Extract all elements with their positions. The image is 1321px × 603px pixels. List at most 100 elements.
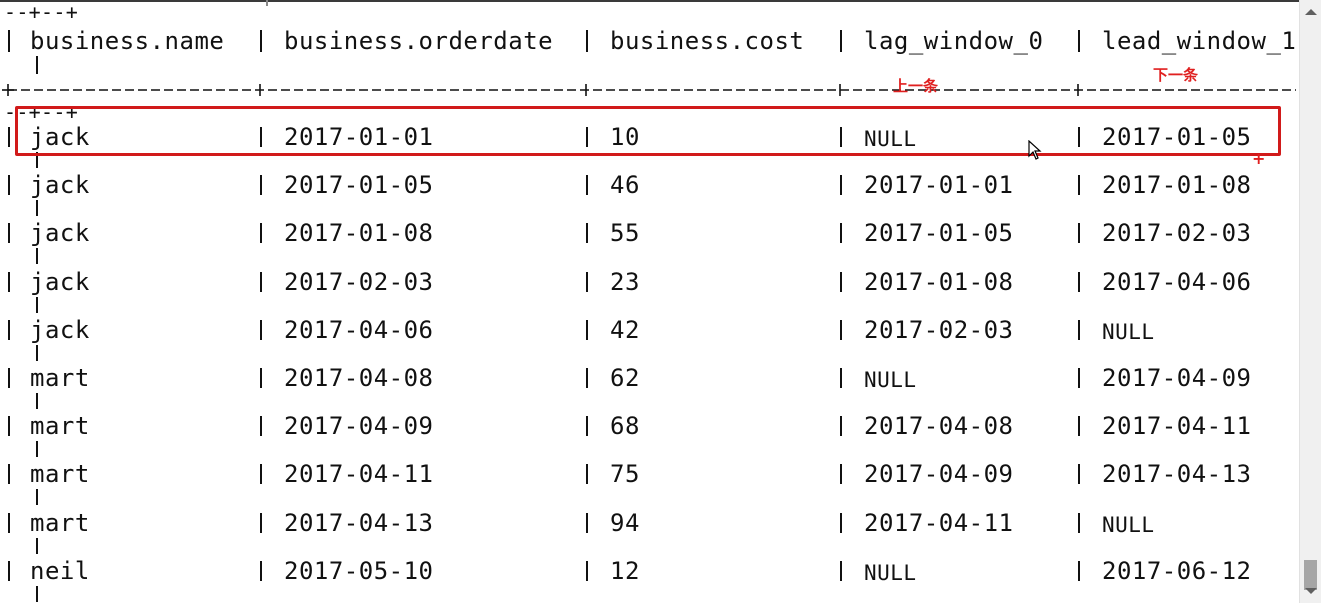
column-separator (8, 561, 10, 581)
table-cell: 2017-02-03 (864, 316, 1014, 344)
window-top-notch (266, 0, 268, 6)
table-cell: 2017-04-06 (284, 316, 434, 344)
table-cell: 2017-04-09 (1102, 364, 1252, 392)
plus-annotation-mark: + (1252, 149, 1266, 168)
column-separator (8, 320, 10, 340)
header-business-orderdate: business.orderdate (284, 27, 554, 55)
column-separator (586, 368, 588, 388)
table-cell: 2017-04-13 (284, 509, 434, 537)
table-cell: 2017-01-01 (864, 171, 1014, 199)
next-row-annotation: 下一条 (1153, 66, 1199, 84)
table-cell: 2017-01-05 (864, 219, 1014, 247)
column-separator (1078, 561, 1080, 581)
column-separator (840, 513, 842, 533)
column-separator (586, 127, 588, 147)
column-separator (840, 175, 842, 195)
table-cell: NULL (864, 561, 917, 585)
table-cell: 2017-04-13 (1102, 460, 1252, 488)
column-separator (260, 368, 262, 388)
row-wrap-tick (36, 538, 38, 554)
table-cell: 23 (610, 268, 640, 296)
table-cell: 2017-04-09 (284, 412, 434, 440)
column-separator (8, 464, 10, 484)
table-cell: jack (30, 219, 90, 247)
table-cell: neil (30, 557, 90, 585)
header-wrap-tick (36, 56, 38, 74)
table-cell: 2017-04-08 (864, 412, 1014, 440)
prev-row-annotation: 上一条 (893, 77, 939, 95)
table-cell: mart (30, 364, 90, 392)
column-separator (840, 368, 842, 388)
column-separator (260, 320, 262, 340)
table-cell: 62 (610, 364, 640, 392)
table-cell: 46 (610, 171, 640, 199)
header-pipe-4 (1078, 30, 1080, 52)
table-cell: 2017-01-08 (1102, 171, 1252, 199)
column-separator (8, 223, 10, 243)
column-separator (260, 175, 262, 195)
table-cell: 2017-01-08 (864, 268, 1014, 296)
column-separator (586, 223, 588, 243)
table-cell: mart (30, 460, 90, 488)
column-separator (260, 127, 262, 147)
column-separator (260, 561, 262, 581)
row-wrap-tick (36, 489, 38, 505)
column-separator (586, 416, 588, 436)
column-separator (1078, 223, 1080, 243)
chevron-up-icon[interactable] (1305, 9, 1317, 15)
partial-border-top: --+--+ (4, 0, 79, 24)
row-wrap-tick (36, 586, 38, 602)
row-wrap-tick (36, 393, 38, 409)
table-cell: NULL (864, 368, 917, 392)
row-wrap-tick (36, 200, 38, 216)
header-pipe-1 (260, 30, 262, 52)
table-cell: 42 (610, 316, 640, 344)
table-cell: jack (30, 316, 90, 344)
column-separator (1078, 368, 1080, 388)
column-separator (260, 223, 262, 243)
column-separator (8, 272, 10, 292)
column-separator (840, 272, 842, 292)
table-cell: 2017-04-08 (284, 364, 434, 392)
table-cell: jack (30, 268, 90, 296)
row-wrap-tick (36, 248, 38, 264)
column-separator (8, 175, 10, 195)
table-cell: jack (30, 171, 90, 199)
chevron-down-icon[interactable] (1305, 588, 1317, 594)
column-separator (260, 464, 262, 484)
table-cell: 2017-05-10 (284, 557, 434, 585)
column-separator (1078, 272, 1080, 292)
column-separator (586, 464, 588, 484)
column-separator (8, 127, 10, 147)
column-separator (8, 416, 10, 436)
vertical-scrollbar[interactable] (1299, 0, 1321, 603)
column-separator (8, 368, 10, 388)
table-cell: 2017-04-11 (1102, 412, 1252, 440)
header-pipe-0 (8, 30, 10, 52)
header-pipe-2 (586, 30, 588, 52)
header-business-cost: business.cost (610, 27, 805, 55)
column-separator (1078, 464, 1080, 484)
table-cell: 68 (610, 412, 640, 440)
header-lead-window-1: lead_window_1 (1102, 27, 1297, 55)
table-cell: 2017-02-03 (284, 268, 434, 296)
header-separator (2, 84, 1296, 96)
table-cell: 2017-01-05 (1102, 123, 1252, 151)
column-separator (260, 272, 262, 292)
table-cell: 2017-04-09 (864, 460, 1014, 488)
table-cell: 10 (610, 123, 640, 151)
column-separator (1078, 416, 1080, 436)
table-cell: NULL (1102, 513, 1155, 537)
table-cell: 55 (610, 219, 640, 247)
table-cell: 2017-01-08 (284, 219, 434, 247)
column-separator (586, 320, 588, 340)
scrollbar-thumb[interactable] (1304, 560, 1317, 590)
table-cell: 94 (610, 509, 640, 537)
column-separator (840, 561, 842, 581)
table-cell: 2017-01-05 (284, 171, 434, 199)
column-separator (586, 175, 588, 195)
table-cell: NULL (1102, 320, 1155, 344)
row-wrap-tick (36, 297, 38, 313)
table-cell: 75 (610, 460, 640, 488)
